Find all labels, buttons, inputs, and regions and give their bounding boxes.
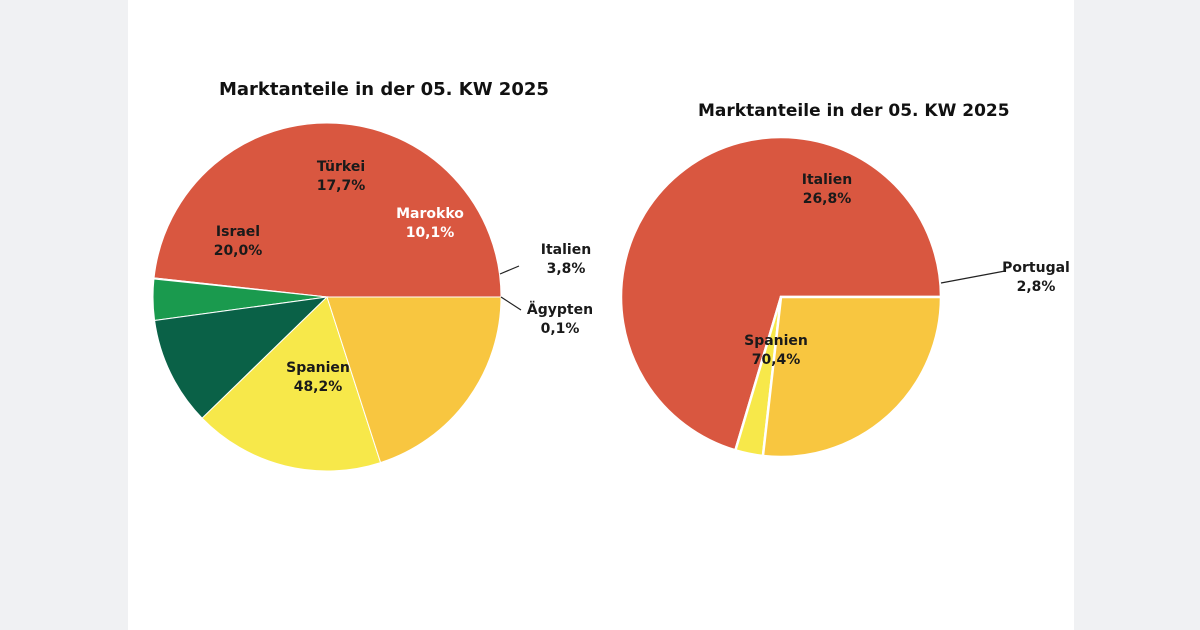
pie2-label-italien: Italien <box>802 172 852 188</box>
pie1-label-italien: Italien <box>541 242 591 258</box>
pie1-slice-israel <box>326 296 502 464</box>
pie2-value-italien: 26,8% <box>803 191 852 207</box>
pie1-value-spanien: 48,2% <box>294 379 343 395</box>
pie2-value-spanien: 70,4% <box>752 352 801 368</box>
chart-title-right: Marktanteile in der 05. KW 2025 <box>698 101 1010 121</box>
pie1-label-aegypten: Ägypten <box>527 301 593 318</box>
pie2-label-portugal: Portugal <box>1002 260 1070 276</box>
pie1-label-israel: Israel <box>216 224 260 240</box>
pie1-slice-marokko <box>154 296 329 419</box>
pie2-label-spanien: Spanien <box>744 333 808 349</box>
pie1-value-aegypten: 0,1% <box>541 321 580 337</box>
pie-chart-1: Spanien 48,2% Ägypten 0,1% Italien 3,8% Marokk… <box>152 122 593 472</box>
pie2-slice-italien <box>761 295 943 459</box>
pie1-value-italien: 3,8% <box>547 261 586 277</box>
pie2-slice-spanien <box>619 135 943 452</box>
pie-chart-2: Spanien 70,4% Portugal 2,8% Italien 26,8% <box>619 135 1070 459</box>
pie1-label-marokko: Marokko <box>396 206 464 222</box>
pie2-leader-portugal <box>940 270 1006 284</box>
pie1-label-spanien: Spanien <box>286 360 350 376</box>
pie1-slice-tuerkei <box>201 296 382 472</box>
pie1-leader-aegypten <box>500 296 522 311</box>
pie1-value-tuerkei: 17,7% <box>317 178 366 194</box>
pie1-slice-spanien <box>153 122 502 298</box>
pie1-value-israel: 20,0% <box>214 243 263 259</box>
pie2-value-portugal: 2,8% <box>1017 279 1056 295</box>
chart-title-left: Marktanteile in der 05. KW 2025 <box>219 79 549 100</box>
pie1-leader-italien <box>499 265 520 275</box>
pie1-value-marokko: 10,1% <box>406 225 455 241</box>
pie1-label-tuerkei: Türkei <box>317 159 365 175</box>
